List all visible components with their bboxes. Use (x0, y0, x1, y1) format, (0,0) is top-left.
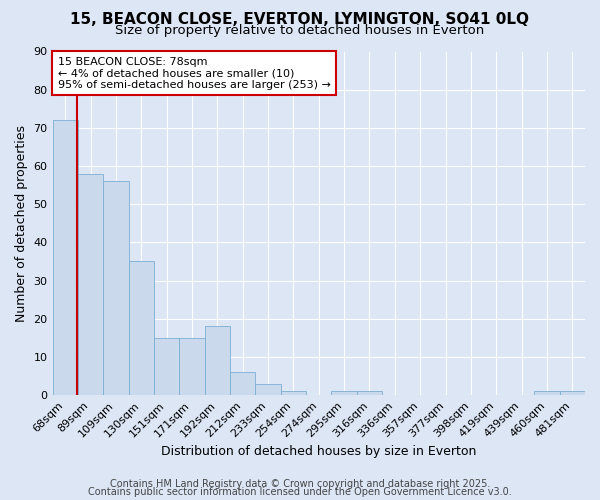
Bar (230, 372, 256, 395)
Bar (179, 338, 205, 395)
Text: 15, BEACON CLOSE, EVERTON, LYMINGTON, SO41 0LQ: 15, BEACON CLOSE, EVERTON, LYMINGTON, SO… (71, 12, 530, 28)
Bar (331, 392, 357, 395)
Bar (53, 120, 78, 395)
Y-axis label: Number of detached properties: Number of detached properties (15, 125, 28, 322)
Bar (205, 326, 230, 395)
Bar (154, 338, 179, 395)
Bar (357, 392, 382, 395)
Text: Size of property relative to detached houses in Everton: Size of property relative to detached ho… (115, 24, 485, 37)
X-axis label: Distribution of detached houses by size in Everton: Distribution of detached houses by size … (161, 444, 476, 458)
Bar (256, 384, 281, 395)
Text: 15 BEACON CLOSE: 78sqm
← 4% of detached houses are smaller (10)
95% of semi-deta: 15 BEACON CLOSE: 78sqm ← 4% of detached … (58, 56, 331, 90)
Bar (128, 262, 154, 395)
Text: Contains public sector information licensed under the Open Government Licence v3: Contains public sector information licen… (88, 487, 512, 497)
Bar (534, 392, 560, 395)
Bar (281, 392, 306, 395)
Bar (103, 182, 128, 395)
Bar (560, 392, 585, 395)
Text: Contains HM Land Registry data © Crown copyright and database right 2025.: Contains HM Land Registry data © Crown c… (110, 479, 490, 489)
Bar (78, 174, 103, 395)
